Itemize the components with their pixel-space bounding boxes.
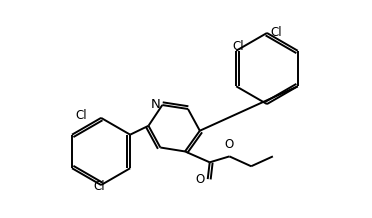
Text: Cl: Cl	[93, 181, 105, 194]
Text: O: O	[195, 173, 205, 186]
Text: Cl: Cl	[232, 40, 244, 53]
Text: Cl: Cl	[76, 109, 87, 123]
Text: N: N	[151, 98, 160, 111]
Text: O: O	[225, 138, 234, 152]
Text: Cl: Cl	[270, 26, 282, 39]
